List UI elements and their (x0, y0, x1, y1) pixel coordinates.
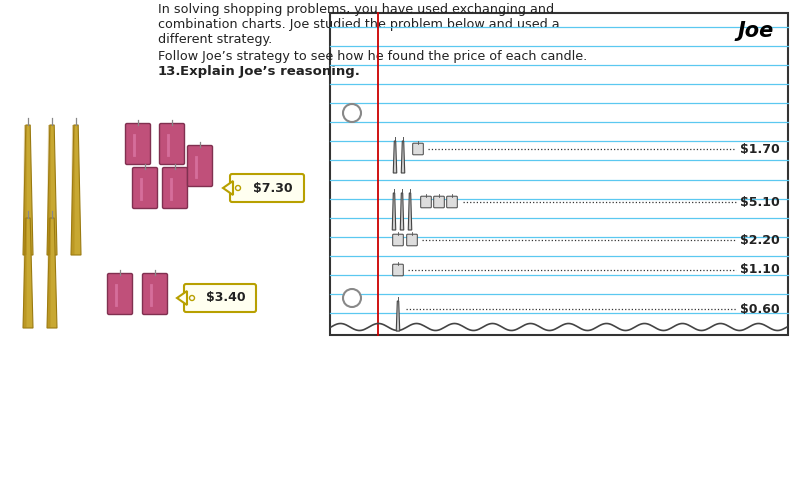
Polygon shape (400, 193, 404, 230)
FancyBboxPatch shape (230, 174, 304, 202)
Circle shape (343, 104, 361, 122)
Polygon shape (71, 125, 74, 255)
Polygon shape (47, 218, 57, 328)
Text: combination charts. Joe studied the problem below and used a: combination charts. Joe studied the prob… (158, 18, 560, 31)
Polygon shape (23, 218, 27, 328)
Text: $0.60: $0.60 (741, 302, 780, 315)
Circle shape (235, 186, 241, 191)
FancyBboxPatch shape (393, 234, 403, 246)
FancyBboxPatch shape (330, 13, 788, 335)
Text: Follow Joe’s strategy to see how he found the price of each candle.: Follow Joe’s strategy to see how he foun… (158, 50, 587, 63)
Text: In solving shopping problems, you have used exchanging and: In solving shopping problems, you have u… (158, 3, 554, 16)
Text: Explain Joe’s reasoning.: Explain Joe’s reasoning. (180, 65, 360, 78)
FancyBboxPatch shape (108, 274, 132, 314)
Polygon shape (23, 125, 33, 255)
Text: 13.: 13. (158, 65, 181, 78)
Polygon shape (47, 125, 57, 255)
Circle shape (189, 295, 195, 300)
Text: $3.40: $3.40 (206, 292, 246, 304)
Polygon shape (394, 141, 397, 173)
Polygon shape (396, 301, 400, 331)
Text: Joe: Joe (738, 21, 774, 41)
FancyBboxPatch shape (143, 274, 167, 314)
Text: $7.30: $7.30 (253, 182, 293, 195)
Polygon shape (23, 125, 27, 255)
Polygon shape (47, 218, 51, 328)
FancyBboxPatch shape (188, 145, 212, 187)
FancyBboxPatch shape (434, 196, 444, 208)
Text: $1.10: $1.10 (741, 264, 780, 277)
FancyBboxPatch shape (447, 196, 457, 208)
FancyBboxPatch shape (393, 264, 403, 276)
Text: $1.70: $1.70 (741, 142, 780, 155)
Polygon shape (23, 218, 33, 328)
Polygon shape (392, 193, 396, 230)
FancyBboxPatch shape (421, 196, 432, 208)
Text: $5.10: $5.10 (741, 196, 780, 209)
Text: different strategy.: different strategy. (158, 33, 272, 46)
Text: $2.20: $2.20 (741, 233, 780, 246)
FancyBboxPatch shape (159, 124, 185, 164)
FancyBboxPatch shape (162, 167, 188, 209)
Polygon shape (402, 141, 405, 173)
Polygon shape (408, 193, 412, 230)
Circle shape (343, 289, 361, 307)
Polygon shape (47, 125, 51, 255)
FancyBboxPatch shape (413, 143, 423, 155)
Polygon shape (177, 291, 187, 305)
FancyBboxPatch shape (132, 167, 158, 209)
Polygon shape (223, 181, 233, 195)
FancyBboxPatch shape (125, 124, 150, 164)
FancyBboxPatch shape (184, 284, 256, 312)
Polygon shape (71, 125, 81, 255)
FancyBboxPatch shape (407, 234, 417, 246)
